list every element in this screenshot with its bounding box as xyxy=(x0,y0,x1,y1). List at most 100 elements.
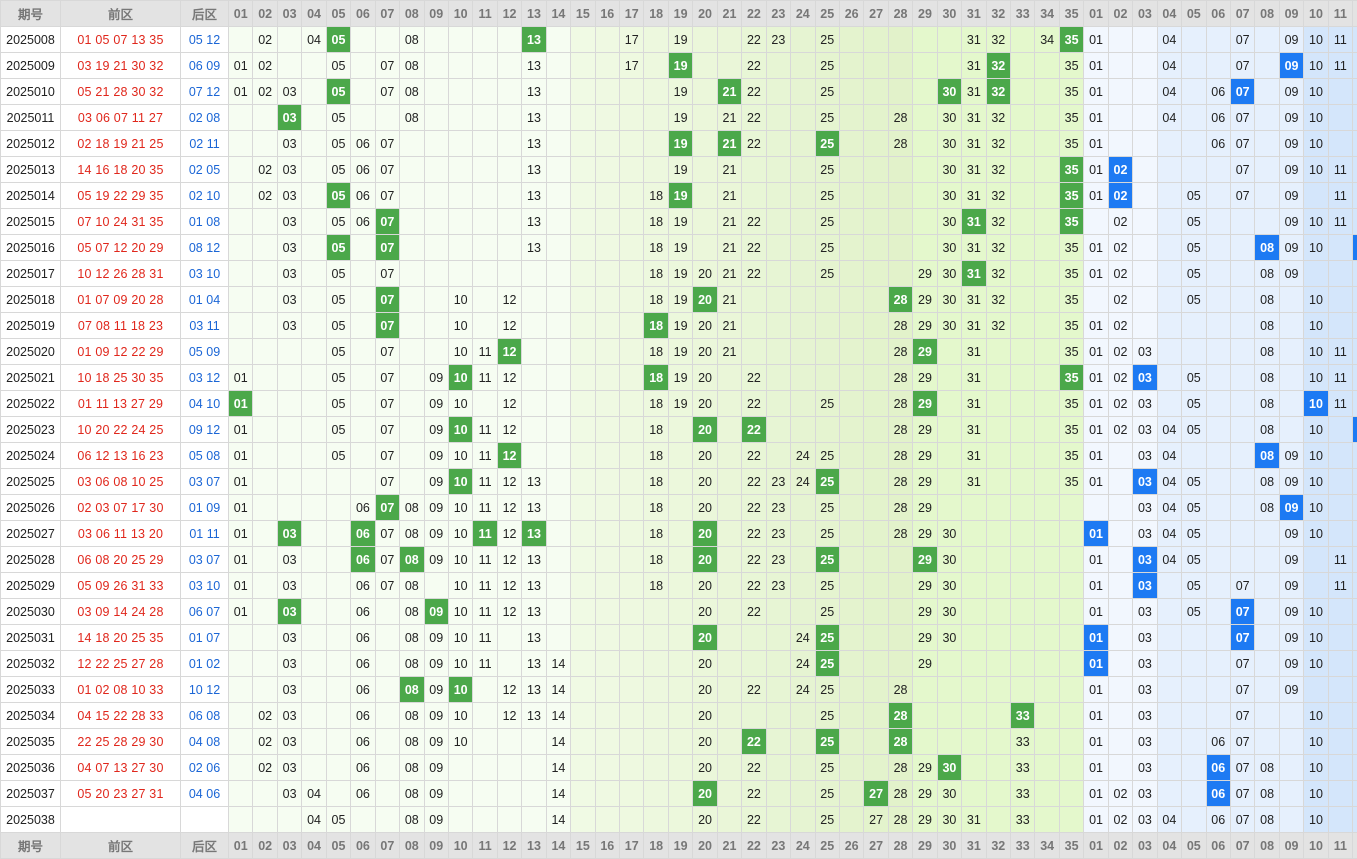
front-hit-cell: 20 xyxy=(693,287,717,313)
front-col-footer-32: 32 xyxy=(986,833,1010,859)
back-missing-cell: 10 xyxy=(1304,599,1328,625)
back-empty-cell xyxy=(1279,391,1303,417)
back-empty-cell xyxy=(1206,313,1230,339)
front-empty-cell xyxy=(839,53,863,79)
front-empty-cell xyxy=(839,625,863,651)
front-empty-cell xyxy=(888,27,912,53)
front-missing-cell: 12 xyxy=(497,703,521,729)
front-empty-cell xyxy=(791,261,815,287)
front-empty-cell xyxy=(595,443,619,469)
front-empty-cell xyxy=(351,79,375,105)
front-empty-cell xyxy=(1011,469,1035,495)
front-missing-cell: 10 xyxy=(448,651,472,677)
front-empty-cell xyxy=(302,261,326,287)
front-empty-cell xyxy=(277,365,301,391)
front-col-footer-18: 18 xyxy=(644,833,668,859)
front-hit-cell: 13 xyxy=(522,521,546,547)
front-empty-cell xyxy=(253,261,277,287)
front-missing-cell: 09 xyxy=(424,755,448,781)
back-empty-cell xyxy=(1328,677,1352,703)
front-empty-cell xyxy=(571,677,595,703)
front-empty-cell xyxy=(864,547,888,573)
back-empty-cell xyxy=(1304,183,1328,209)
front-empty-cell xyxy=(668,417,692,443)
back-hit-cell: 02 xyxy=(1108,157,1132,183)
front-missing-cell: 22 xyxy=(742,443,766,469)
front-empty-cell xyxy=(595,105,619,131)
front-empty-cell xyxy=(473,781,497,807)
back-empty-cell xyxy=(1255,209,1279,235)
back-empty-cell xyxy=(1157,755,1181,781)
back-empty-cell xyxy=(1133,313,1157,339)
back-empty-cell xyxy=(1108,469,1132,495)
back-empty-cell xyxy=(1206,443,1230,469)
front-empty-cell xyxy=(644,781,668,807)
front-hit-cell: 30 xyxy=(937,79,961,105)
front-missing-cell: 18 xyxy=(644,573,668,599)
back-missing-cell: 01 xyxy=(1084,27,1108,53)
issue-number: 2025016 xyxy=(1,235,61,261)
front-missing-cell: 20 xyxy=(693,651,717,677)
front-empty-cell xyxy=(424,131,448,157)
back-missing-cell: 08 xyxy=(1255,365,1279,391)
front-col-header-33: 33 xyxy=(1011,1,1035,27)
front-col-footer-07: 07 xyxy=(375,833,399,859)
front-empty-cell xyxy=(620,807,644,833)
front-empty-cell xyxy=(375,27,399,53)
back-draw-numbers: 06 07 xyxy=(181,599,229,625)
back-hit-cell: 03 xyxy=(1133,365,1157,391)
back-draw-numbers: 03 10 xyxy=(181,573,229,599)
back-empty-cell xyxy=(1157,209,1181,235)
back-missing-cell: 05 xyxy=(1182,521,1206,547)
back-draw-numbers: 03 12 xyxy=(181,365,229,391)
front-empty-cell xyxy=(1059,547,1083,573)
front-empty-cell xyxy=(839,443,863,469)
front-empty-cell xyxy=(448,183,472,209)
front-empty-cell xyxy=(448,131,472,157)
front-empty-cell xyxy=(815,339,839,365)
back-empty-cell xyxy=(1157,573,1181,599)
back-empty-cell xyxy=(1157,677,1181,703)
back-col-footer-05: 05 xyxy=(1182,833,1206,859)
front-empty-cell xyxy=(766,131,790,157)
back-hit-cell: 10 xyxy=(1304,391,1328,417)
front-missing-cell: 28 xyxy=(888,781,912,807)
front-empty-cell xyxy=(522,365,546,391)
front-empty-cell xyxy=(253,469,277,495)
front-empty-cell xyxy=(302,183,326,209)
back-draw-numbers: 02 05 xyxy=(181,157,229,183)
front-missing-cell: 02 xyxy=(253,27,277,53)
front-hit-cell: 25 xyxy=(815,469,839,495)
back-missing-cell: 02 xyxy=(1108,365,1132,391)
back-empty-cell xyxy=(1353,729,1357,755)
back-missing-cell: 04 xyxy=(1157,469,1181,495)
front-missing-cell: 32 xyxy=(986,209,1010,235)
back-empty-cell xyxy=(1133,157,1157,183)
issue-number: 2025018 xyxy=(1,287,61,313)
front-empty-cell xyxy=(864,703,888,729)
front-missing-cell: 09 xyxy=(424,443,448,469)
front-missing-cell: 20 xyxy=(693,469,717,495)
front-empty-cell xyxy=(962,651,986,677)
front-empty-cell xyxy=(595,79,619,105)
front-missing-cell: 07 xyxy=(375,183,399,209)
back-missing-cell: 01 xyxy=(1084,235,1108,261)
back-empty-cell xyxy=(1157,287,1181,313)
front-empty-cell xyxy=(253,443,277,469)
back-missing-cell: 10 xyxy=(1304,131,1328,157)
back-missing-cell: 11 xyxy=(1328,209,1352,235)
back-empty-cell xyxy=(1353,365,1357,391)
front-missing-cell: 09 xyxy=(424,521,448,547)
front-empty-cell xyxy=(571,495,595,521)
back-missing-cell: 07 xyxy=(1230,157,1254,183)
issue-footer: 期号 xyxy=(1,833,61,859)
front-missing-cell: 12 xyxy=(497,313,521,339)
front-empty-cell xyxy=(400,339,424,365)
front-empty-cell xyxy=(253,495,277,521)
back-missing-cell: 08 xyxy=(1255,313,1279,339)
front-missing-cell: 13 xyxy=(522,209,546,235)
front-empty-cell xyxy=(644,105,668,131)
front-missing-cell: 30 xyxy=(937,261,961,287)
back-empty-cell xyxy=(1279,365,1303,391)
